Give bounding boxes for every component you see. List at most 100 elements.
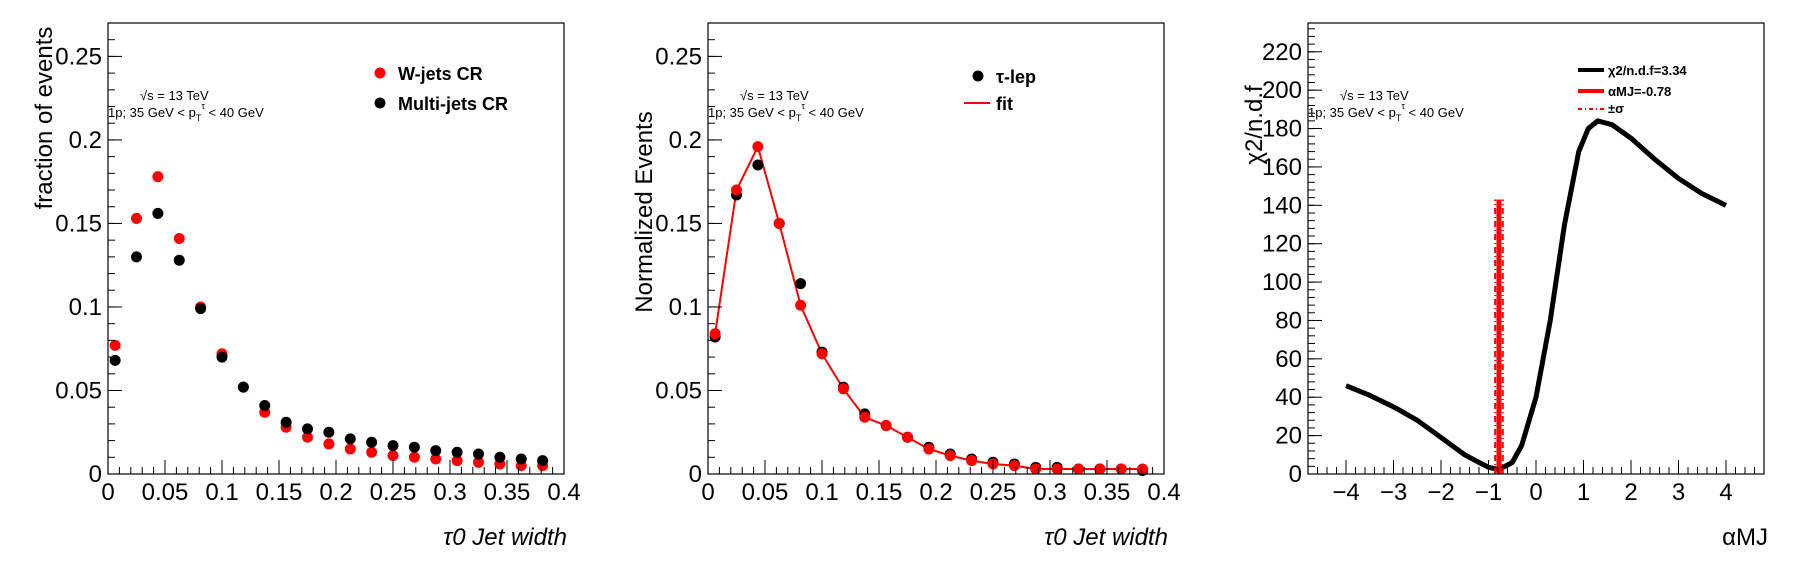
legend-label-chi2: χ2/n.d.f=3.34 [1608,63,1687,78]
data-point [430,453,442,465]
data-point [237,381,249,393]
panel-3-energy-note: √s = 13 TeV [1340,88,1409,103]
x-tick-label: 1 [1577,479,1590,506]
data-point [1115,463,1127,475]
data-point [408,451,420,463]
data-point [152,207,164,219]
x-tick-label: 0 [701,479,714,506]
data-point [837,383,849,395]
y-tick-label: 0.15 [655,210,702,237]
y-tick-label: 0.05 [55,377,102,404]
panel-2-ticks: 0 0.05 0.1 0.15 0.2 0.25 0.3 0.35 0.4 0 0.05 0.1 0.1… [655,22,1181,506]
legend-label-fit: fit [996,94,1013,114]
data-point [859,411,871,423]
x-tick-label: 0.4 [547,479,580,506]
data-point [451,455,463,467]
y-tick-label: 0 [89,461,102,488]
x-tick-label: −2 [1427,479,1454,506]
x-tick-label: 0.1 [805,479,838,506]
data-point [109,339,121,351]
legend-marker-tau-lep [972,70,984,82]
legend-label-multi-jets: Multi-jets CR [398,94,508,114]
x-tick-label: 0.3 [433,479,466,506]
data-point [173,232,185,244]
data-point [752,159,764,171]
panel-2-y-axis-title: Normalized Events [631,111,658,312]
x-tick-label: 0.05 [142,479,189,506]
x-tick-label: 0.15 [856,479,903,506]
data-point [1051,463,1063,475]
x-tick-label: 3 [1672,479,1685,506]
data-point [537,455,549,467]
x-tick-label: 0 [1529,479,1542,506]
panel-3-x-axis-title: αMJ [1722,524,1768,551]
data-point [131,212,142,224]
y-tick-label: 40 [1275,384,1302,411]
y-tick-label: 60 [1275,346,1302,373]
data-point [1073,463,1084,475]
y-tick-label: 0.2 [669,127,702,154]
x-tick-label: 0.05 [742,479,789,506]
x-tick-label: −1 [1475,479,1502,506]
legend-marker-multi-jets [374,97,386,109]
data-point [923,443,935,455]
panel-1-selection-note: 1p; 35 GeV < pTτ < 40 GeV [108,101,264,123]
y-tick-label: 100 [1262,269,1302,296]
data-point [944,450,956,462]
y-tick-label: 160 [1262,154,1302,181]
y-tick-label: 0.1 [69,294,102,321]
x-tick-label: 0.2 [319,479,352,506]
panel-3-legend: χ2/n.d.f=3.34 αMJ=-0.78 ±σ [1578,63,1687,116]
data-point [366,436,378,448]
x-tick-label: 0.15 [256,479,303,506]
x-tick-label: 0.2 [919,479,952,506]
data-point [280,416,292,428]
y-tick-label: 120 [1262,231,1302,258]
y-tick-label: 80 [1275,307,1302,334]
data-point [259,400,271,412]
panel-3: −4 −3 −2 −1 0 1 2 3 4020406080100120140160180200… [1241,22,1768,551]
panel-2: 0 0.05 0.1 0.15 0.2 0.25 0.3 0.35 0.4 0 0.05 0.1 0.1… [631,22,1181,551]
data-point [408,441,420,453]
x-tick-label: 0.3 [1033,479,1066,506]
data-point [795,278,807,290]
x-tick-label: 0.4 [1147,479,1180,506]
y-tick-label: 0.25 [655,43,702,70]
data-point [1137,463,1149,475]
panel-2-marks [709,141,1149,477]
data-point [152,171,164,183]
data-point [709,328,721,340]
legend-label-sigma: ±σ [1608,101,1624,116]
panel-2-energy-note: √s = 13 TeV [740,88,809,103]
data-point [216,351,228,363]
data-point [323,438,335,450]
panel-2-legend: τ-lep fit [964,67,1036,114]
data-point [451,446,463,458]
y-tick-label: 220 [1262,39,1302,66]
panel-1-x-axis-title: τ0 Jet width [443,524,567,551]
data-point [109,354,121,366]
data-point [473,448,484,460]
x-tick-label: 2 [1624,479,1637,506]
legend-marker-w-jets [374,67,386,79]
y-tick-label: 180 [1262,116,1302,143]
data-point [515,453,527,465]
y-tick-label: 20 [1275,423,1302,450]
y-tick-label: 140 [1262,192,1302,219]
data-point [773,217,785,229]
panel-3-selection-note: 1p; 35 GeV < pTτ < 40 GeV [1308,101,1464,123]
panel-3-ticks: −4 −3 −2 −1 0 1 2 3 4020406080100120140160180200… [1262,28,1765,506]
data-point [880,420,892,432]
data-point [366,446,378,458]
x-tick-label: 0.35 [1084,479,1131,506]
panel-1-y-axis-title: fraction of events [31,27,58,210]
y-tick-label: 0.15 [55,210,102,237]
x-tick-label: −4 [1332,479,1359,506]
panel-1-ticks: 0 0.05 0.1 0.15 0.2 0.25 0.3 0.35 0.4 0 0.05 0.1 0.1… [55,22,581,506]
y-tick-label: 0.05 [655,377,702,404]
legend-label-tau-lep: τ-lep [996,67,1036,87]
data-point [387,440,399,452]
data-point [494,451,506,463]
data-point [302,431,313,443]
